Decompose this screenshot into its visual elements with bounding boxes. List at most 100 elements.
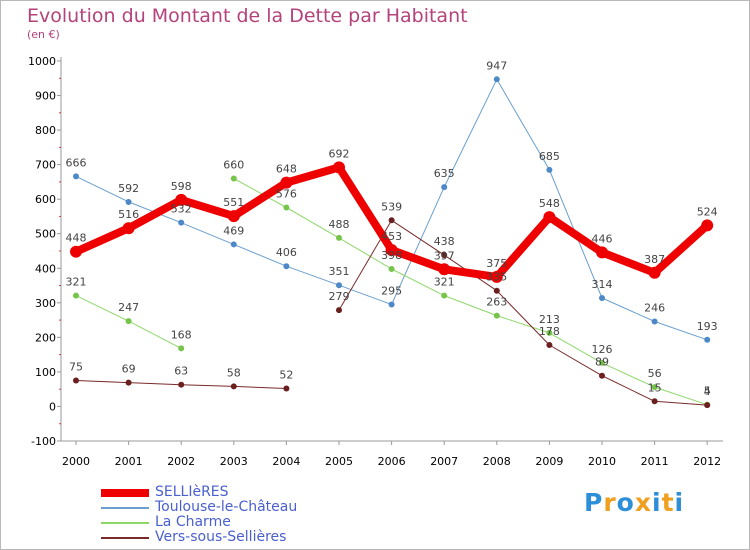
x-tick-label: 2004 xyxy=(272,455,300,468)
data-point-vers-sous-sellieres xyxy=(283,385,290,392)
data-point-vers-sous-sellieres xyxy=(493,287,500,294)
data-point-vers-sous-sellieres xyxy=(651,398,658,405)
y-tick-label: 1000 xyxy=(28,55,56,68)
series-line-vers-sous-sellieres xyxy=(338,219,708,406)
y-tick-label: 200 xyxy=(35,331,56,344)
data-label-toulouse-le-chateau: 685 xyxy=(539,150,560,163)
data-point-la-charme xyxy=(178,345,185,352)
data-label-sellieres: 648 xyxy=(276,163,297,176)
data-label-sellieres: 387 xyxy=(644,253,665,266)
data-label-sellieres: 692 xyxy=(329,147,350,160)
data-point-la-charme xyxy=(651,384,658,391)
x-tick-label: 2007 xyxy=(430,455,458,468)
data-point-toulouse-le-chateau xyxy=(704,336,711,343)
data-point-vers-sous-sellieres xyxy=(125,379,132,386)
chart-subtitle: (en €) xyxy=(27,28,60,41)
data-label-vers-sous-sellieres: 69 xyxy=(122,363,136,376)
data-point-toulouse-le-chateau xyxy=(178,219,185,226)
data-label-la-charme: 247 xyxy=(118,301,139,314)
x-tick-label: 2012 xyxy=(693,455,721,468)
data-point-sellieres xyxy=(227,210,240,223)
data-point-la-charme xyxy=(336,234,342,241)
series-line-la-charme xyxy=(233,178,708,406)
data-label-la-charme: 168 xyxy=(171,328,192,341)
data-label-sellieres: 453 xyxy=(381,230,402,243)
y-tick-label: 0 xyxy=(49,400,56,413)
data-point-vers-sous-sellieres xyxy=(546,341,553,348)
data-point-la-charme xyxy=(73,292,79,299)
data-label-toulouse-le-chateau: 351 xyxy=(329,265,350,278)
data-point-toulouse-le-chateau xyxy=(546,166,553,173)
data-label-la-charme: 5 xyxy=(704,385,711,398)
data-label-toulouse-le-chateau: 193 xyxy=(697,320,718,333)
data-point-toulouse-le-chateau xyxy=(283,263,290,270)
y-tick-label: 600 xyxy=(35,193,56,206)
data-point-toulouse-le-chateau xyxy=(651,318,658,325)
x-tick-label: 2001 xyxy=(115,455,143,468)
x-tick-label: 2009 xyxy=(535,455,563,468)
data-point-la-charme xyxy=(493,312,500,319)
data-point-vers-sous-sellieres xyxy=(73,377,79,384)
data-point-la-charme xyxy=(546,329,553,336)
data-label-vers-sous-sellieres: 89 xyxy=(595,356,609,369)
data-label-sellieres: 524 xyxy=(697,205,718,218)
data-label-toulouse-le-chateau: 592 xyxy=(118,182,139,195)
data-label-toulouse-le-chateau: 469 xyxy=(223,224,244,237)
data-point-sellieres xyxy=(175,193,188,206)
data-point-vers-sous-sellieres xyxy=(441,252,448,259)
data-point-toulouse-le-chateau xyxy=(599,294,605,301)
data-point-la-charme xyxy=(230,175,237,182)
logo-letter: x xyxy=(634,488,652,517)
data-label-sellieres: 397 xyxy=(434,249,455,262)
data-point-vers-sous-sellieres xyxy=(388,217,395,224)
y-tick-label: 300 xyxy=(35,297,56,310)
data-label-la-charme: 56 xyxy=(648,367,662,380)
logo-letter: r xyxy=(603,488,617,517)
data-point-sellieres xyxy=(333,161,345,174)
data-label-la-charme: 398 xyxy=(381,249,402,262)
data-label-vers-sous-sellieres: 15 xyxy=(648,381,662,394)
data-label-toulouse-le-chateau: 666 xyxy=(66,156,87,169)
data-label-vers-sous-sellieres: 178 xyxy=(539,325,560,338)
data-label-toulouse-le-chateau: 246 xyxy=(644,301,665,314)
data-point-vers-sous-sellieres xyxy=(599,372,605,379)
data-point-sellieres xyxy=(122,222,135,235)
x-tick-label: 2010 xyxy=(588,455,616,468)
y-tick-label: 100 xyxy=(35,366,56,379)
data-point-sellieres xyxy=(438,263,451,276)
data-label-la-charme: 660 xyxy=(223,158,244,171)
data-point-sellieres xyxy=(648,266,661,279)
data-label-vers-sous-sellieres: 539 xyxy=(381,200,402,213)
data-label-vers-sous-sellieres: 75 xyxy=(69,361,83,374)
legend-swatch-toulouse xyxy=(101,507,149,509)
data-point-vers-sous-sellieres xyxy=(336,307,342,314)
data-point-sellieres xyxy=(70,245,82,258)
x-tick-label: 2008 xyxy=(483,455,511,468)
data-label-vers-sous-sellieres: 58 xyxy=(227,366,241,379)
y-tick-label: 400 xyxy=(35,262,56,275)
data-point-toulouse-le-chateau xyxy=(230,241,237,248)
data-point-vers-sous-sellieres xyxy=(230,383,237,390)
x-tick-label: 2011 xyxy=(641,455,669,468)
y-tick-label: 700 xyxy=(35,159,56,172)
data-label-vers-sous-sellieres: 279 xyxy=(329,290,350,303)
data-point-sellieres xyxy=(385,243,398,256)
data-point-la-charme xyxy=(441,292,448,299)
data-label-sellieres: 516 xyxy=(118,208,139,221)
y-tick-label: 900 xyxy=(35,90,56,103)
data-point-toulouse-le-chateau xyxy=(73,173,79,180)
data-label-la-charme: 576 xyxy=(276,187,297,200)
legend-label-vers-sous-sellieres: Vers-sous-Sellières xyxy=(155,529,287,545)
logo-letter: i xyxy=(674,488,685,517)
x-tick-label: 2006 xyxy=(378,455,406,468)
y-tick-label: 500 xyxy=(35,228,56,241)
data-point-la-charme xyxy=(283,204,290,211)
data-label-vers-sous-sellieres: 438 xyxy=(434,235,455,248)
logo-letter: t xyxy=(661,488,675,517)
data-label-sellieres: 446 xyxy=(592,232,613,245)
data-label-toulouse-le-chateau: 295 xyxy=(381,285,402,298)
data-point-toulouse-le-chateau xyxy=(336,282,342,289)
data-point-la-charme xyxy=(388,265,395,272)
